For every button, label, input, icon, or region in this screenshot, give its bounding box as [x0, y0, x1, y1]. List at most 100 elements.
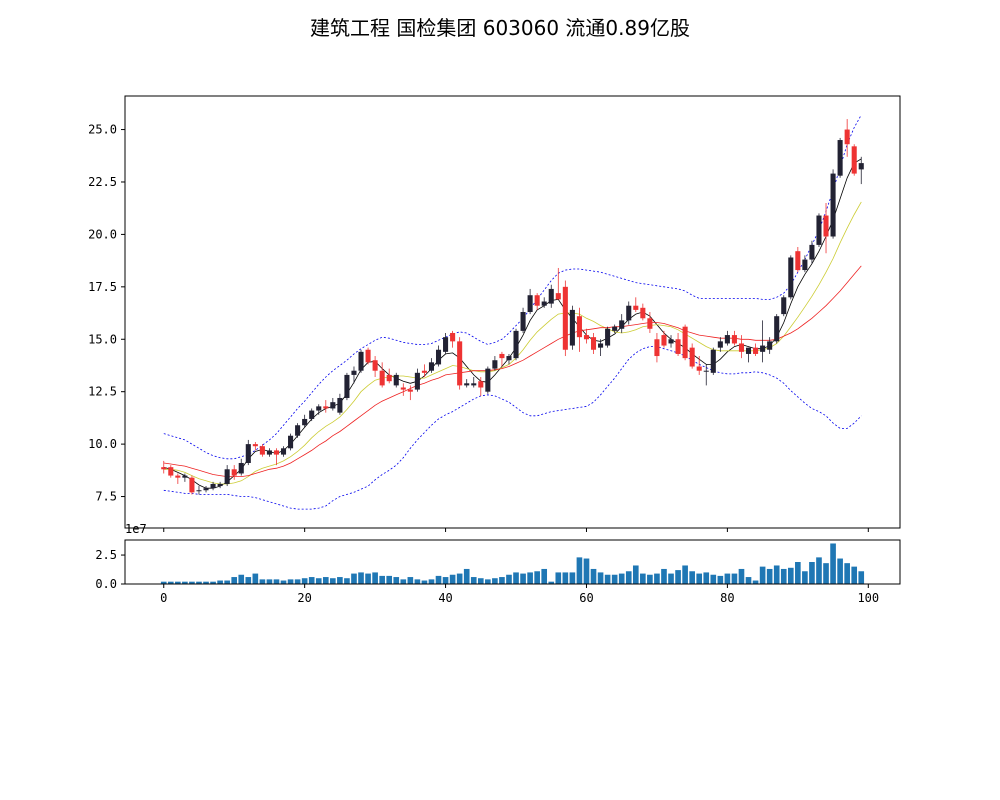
volume-bar [689, 571, 695, 584]
candle-body [358, 351, 364, 371]
volume-bar [597, 572, 604, 584]
candle-body [774, 316, 780, 342]
candle-body [323, 406, 329, 409]
volume-bar [654, 573, 660, 584]
candle-body [330, 402, 336, 409]
candle-body [555, 293, 561, 300]
volume-xtick-label: 80 [720, 591, 734, 605]
candle-body [837, 140, 843, 176]
volume-bar [379, 575, 385, 584]
candle-body [302, 418, 308, 426]
candle-body [245, 444, 251, 463]
candle-body [450, 332, 456, 342]
candle-body [590, 337, 597, 350]
volume-bar [724, 573, 731, 584]
price-ytick-label: 17.5 [88, 280, 117, 294]
candle-body [583, 335, 590, 340]
overlay-line-band_upper [163, 114, 862, 460]
candle-body [668, 339, 674, 344]
candle-body [492, 360, 498, 369]
candle-body [513, 330, 519, 359]
volume-bar [625, 571, 632, 584]
volume-xtick-label: 20 [297, 591, 311, 605]
candle-body [569, 309, 575, 346]
candle-body [182, 475, 188, 478]
volume-bar [647, 574, 653, 584]
candle-body [168, 467, 174, 476]
candle-body [421, 370, 427, 373]
candle-body [647, 318, 653, 329]
volume-bar [400, 579, 407, 584]
volume-bar [816, 557, 822, 584]
volume-bar [590, 568, 597, 584]
volume-bar [611, 574, 618, 584]
candle-body [612, 326, 618, 331]
candle-body [802, 259, 808, 271]
volume-bar [738, 568, 745, 584]
candle-body [506, 356, 512, 361]
price-ytick-label: 22.5 [88, 175, 117, 189]
candle-body [435, 349, 442, 365]
price-ytick-label: 10.0 [88, 437, 117, 451]
candle-body [273, 450, 280, 455]
volume-bar [766, 568, 773, 584]
candle-body [724, 335, 730, 344]
candle-body [280, 448, 287, 455]
volume-bar [167, 581, 174, 584]
overlay-line-ma_short [163, 158, 862, 489]
volume-bar [576, 557, 583, 584]
candle-body [633, 305, 639, 310]
candle-body [161, 467, 167, 470]
candle-body [393, 374, 399, 386]
volume-bar [675, 570, 681, 584]
candle-body [745, 347, 752, 354]
volume-bar [337, 577, 343, 584]
candle-body [252, 444, 258, 447]
candle-body [478, 381, 484, 388]
volume-bar [632, 565, 639, 584]
volume-bar [175, 581, 181, 584]
candle-body [464, 383, 470, 386]
candle-body [738, 343, 745, 352]
volume-xtick-label: 60 [579, 591, 593, 605]
volume-bar [492, 578, 498, 584]
price-axes-frame [124, 95, 901, 529]
candle-body [598, 343, 604, 348]
candle-body [379, 370, 385, 386]
volume-ytick-label: 2.5 [95, 548, 117, 562]
volume-bar [456, 573, 463, 584]
volume-bar [527, 572, 533, 584]
candle-body [259, 446, 265, 455]
candle-body [210, 483, 216, 489]
candle-body [428, 362, 435, 371]
volume-axes-frame [124, 539, 901, 585]
candle-body [266, 450, 272, 455]
volume-bar [435, 575, 442, 584]
candle-body [689, 347, 695, 367]
volume-bar [344, 578, 350, 584]
volume-bar [858, 571, 865, 584]
volume-bar [562, 572, 569, 584]
volume-bar [301, 578, 308, 584]
candle-body [795, 251, 801, 271]
volume-bar [717, 575, 724, 584]
volume-bar [823, 563, 829, 584]
volume-bar [358, 572, 364, 584]
price-ytick-label: 7.5 [95, 490, 117, 504]
volume-bar [315, 578, 322, 584]
volume-bar [449, 574, 456, 584]
volume-bar [224, 580, 230, 584]
volume-bar [640, 573, 646, 584]
volume-bar [583, 558, 590, 584]
candle-body [295, 425, 301, 436]
candle-body [337, 397, 343, 413]
volume-panel: 0.0 2.5 0 20 40 60 80 100 1e7 [95, 522, 901, 605]
volume-bar [499, 577, 505, 584]
volume-bar [393, 577, 400, 584]
candle-body [760, 345, 766, 352]
volume-bar [428, 579, 435, 584]
candle-body [605, 328, 611, 346]
volume-bar [477, 578, 484, 584]
volume-bar [365, 573, 371, 584]
overlay-line-ma_long [163, 265, 862, 477]
